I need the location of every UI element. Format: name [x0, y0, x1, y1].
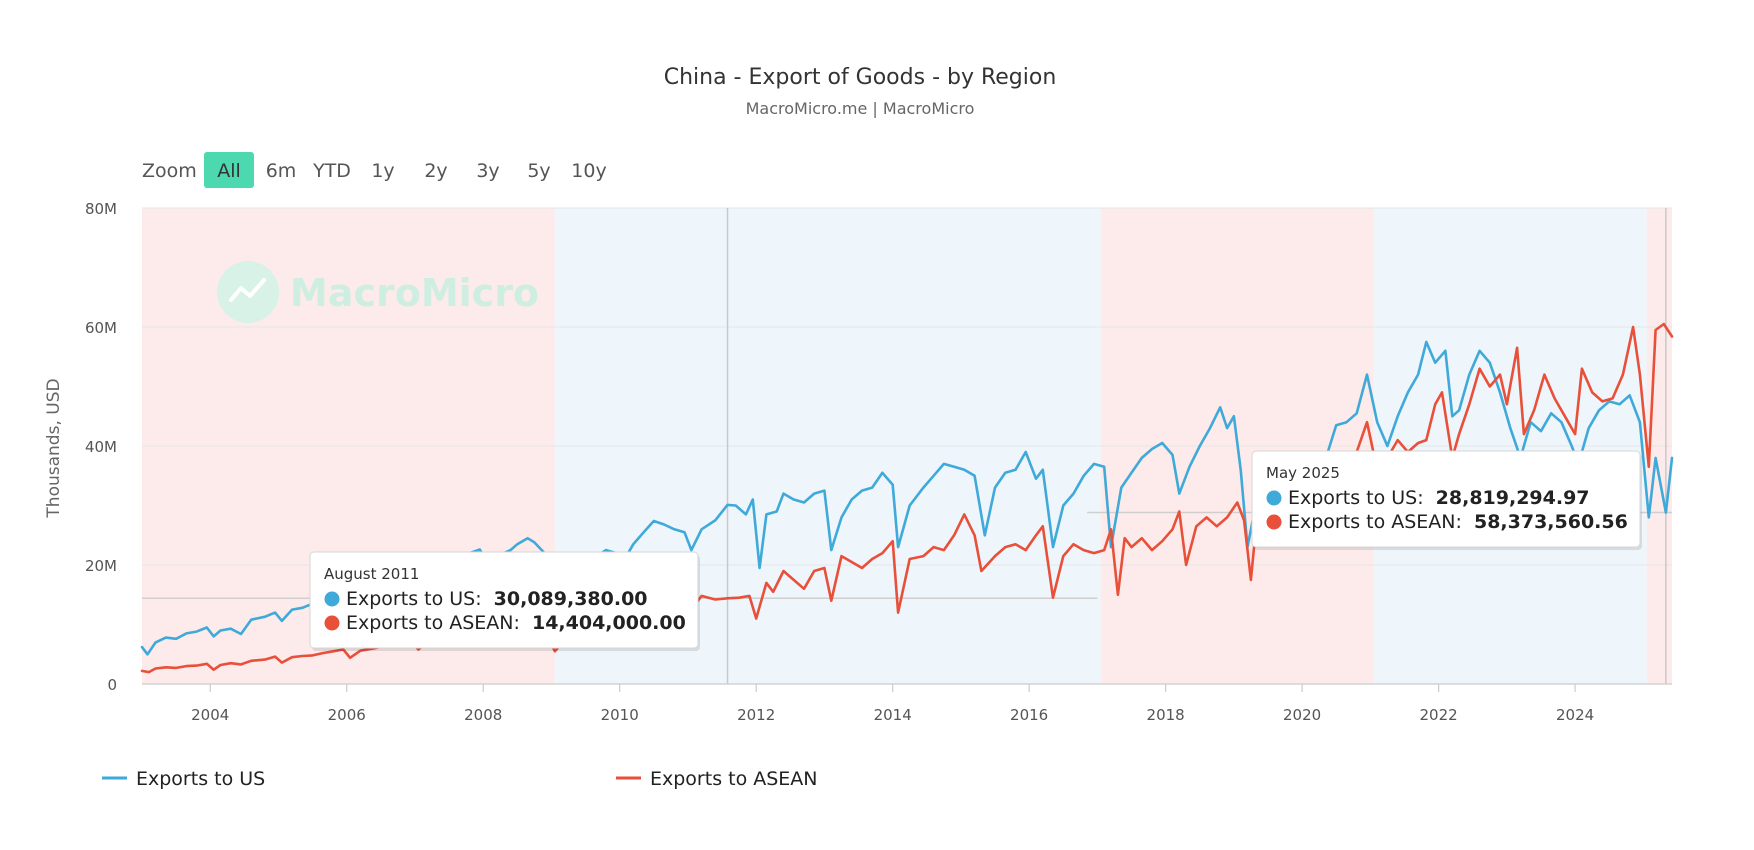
tooltip-row-label: Exports to US: [1288, 487, 1430, 509]
tooltip-row-exports-to-asean: Exports to ASEAN: 14,404,000.00 [346, 612, 686, 634]
zoom-label: Zoom [142, 160, 197, 182]
axes: 0 20M 40M 60M 80M 2004 2006 2008 2010 2012 2014 201… [85, 200, 1672, 724]
x-tick-label: 2024 [1556, 706, 1594, 724]
tooltip-row-label: Exports to ASEAN: [346, 612, 526, 634]
zoom-button-10y[interactable]: 10y [571, 160, 606, 182]
x-tick-label: 2010 [601, 706, 639, 724]
zoom-button-1y[interactable]: 1y [371, 160, 394, 182]
tooltip-box [1251, 450, 1641, 548]
zoom-button-all[interactable]: All [204, 152, 254, 188]
zoom-button-label[interactable]: 5y [527, 160, 550, 182]
zoom-button-label[interactable]: 2y [424, 160, 447, 182]
tooltip-marker-icon [324, 615, 340, 631]
tooltip-1: May 2025 Exports to US: 28,819,294.97Expo… [1251, 450, 1642, 550]
x-tick-label: 2016 [1010, 706, 1048, 724]
watermark-chart-icon [229, 278, 266, 302]
y-tick-label: 60M [85, 319, 117, 337]
x-tick-label: 2014 [874, 706, 912, 724]
chart-title: China - Export of Goods - by Region [664, 65, 1057, 90]
zoom-button-5y[interactable]: 5y [527, 160, 550, 182]
zoom-button-label[interactable]: 10y [571, 160, 606, 182]
zoom-button-label[interactable]: All [217, 160, 241, 182]
tooltip-date: May 2025 [1266, 464, 1340, 482]
zoom-button-label[interactable]: 3y [476, 160, 499, 182]
tooltip-row-value: 30,089,380.00 [494, 588, 648, 610]
x-tick-label: 2012 [737, 706, 775, 724]
tooltip-row-value: 28,819,294.97 [1436, 487, 1590, 509]
y-tick-label: 0 [107, 676, 117, 694]
x-tick-label: 2018 [1147, 706, 1185, 724]
zoom-button-active-bg [204, 152, 254, 188]
y-tick-label: 20M [85, 557, 117, 575]
watermark-text: MacroMicro [290, 271, 539, 315]
y-axis-title: Thousands, USD [44, 378, 64, 518]
chart-subtitle: MacroMicro.me | MacroMicro [746, 99, 975, 118]
tooltip-row-exports-to-asean: Exports to ASEAN: 58,373,560.56 [1288, 511, 1628, 533]
zoom-button-ytd[interactable]: YTD [312, 160, 351, 182]
x-tick-label: 2004 [191, 706, 229, 724]
tooltip-row-value: 14,404,000.00 [532, 612, 686, 634]
tooltip-date: August 2011 [324, 565, 419, 583]
zoom-button-6m[interactable]: 6m [266, 160, 297, 182]
x-tick-label: 2008 [464, 706, 502, 724]
tooltip-row-value: 58,373,560.56 [1474, 511, 1628, 533]
tooltip-row-label: Exports to ASEAN: [1288, 511, 1468, 533]
tooltip-marker-icon [324, 591, 340, 607]
legend-item-exports-to-asean[interactable]: Exports to ASEAN [616, 768, 818, 790]
x-tick-label: 2020 [1283, 706, 1321, 724]
legend-item-exports-to-us[interactable]: Exports to US [102, 768, 265, 790]
x-tick-label: 2006 [328, 706, 366, 724]
y-tick-label: 40M [85, 438, 117, 456]
y-tick-label: 80M [85, 200, 117, 218]
tooltip-0: August 2011 Exports to US: 30,089,380.00E… [309, 551, 700, 651]
zoom-button-2y[interactable]: 2y [424, 160, 447, 182]
tooltip-box [309, 551, 699, 649]
zoom-controls: Zoom All 6m YTD 1y 2y 3y 5y 10y [142, 152, 607, 188]
zoom-button-label[interactable]: 1y [371, 160, 394, 182]
x-tick-label: 2022 [1420, 706, 1458, 724]
zoom-button-label[interactable]: YTD [312, 160, 351, 182]
zoom-button-3y[interactable]: 3y [476, 160, 499, 182]
zoom-button-label[interactable]: 6m [266, 160, 297, 182]
tooltip-row-exports-to-us: Exports to US: 30,089,380.00 [346, 588, 648, 610]
tooltip-marker-icon [1266, 490, 1282, 506]
legend-label[interactable]: Exports to US [136, 768, 265, 790]
tooltip-marker-icon [1266, 514, 1282, 530]
tooltip-row-label: Exports to US: [346, 588, 488, 610]
legend: Exports to US Exports to ASEAN [102, 768, 818, 790]
legend-label[interactable]: Exports to ASEAN [650, 768, 818, 790]
watermark: MacroMicro [217, 261, 539, 323]
tooltip-row-exports-to-us: Exports to US: 28,819,294.97 [1288, 487, 1590, 509]
